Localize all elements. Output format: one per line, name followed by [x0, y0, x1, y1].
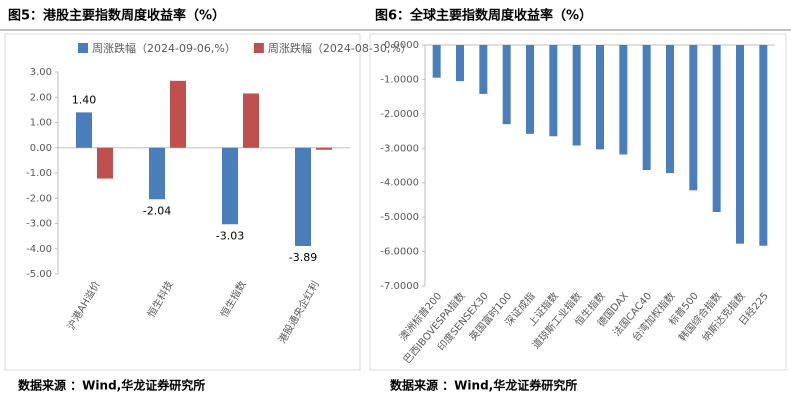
y-tick-label: 0.0000	[384, 40, 419, 51]
bar	[316, 147, 332, 150]
bar	[596, 45, 604, 150]
data-label: -3.03	[216, 229, 244, 242]
bar	[666, 45, 674, 174]
source: 数据来源 ：Wind,华龙证券研究所	[18, 378, 205, 393]
bar	[759, 45, 768, 246]
panel	[4, 33, 361, 371]
y-tick-label: -1.00	[26, 168, 52, 179]
y-tick-label: -1.0000	[380, 74, 419, 85]
x-tick-label: 恒生指数	[217, 279, 248, 320]
y-tick-label: -3.0000	[380, 143, 419, 154]
legend-swatch	[78, 43, 88, 53]
y-tick-label: 3.00	[30, 67, 52, 78]
x-tick-label: 恒生科技	[144, 279, 175, 320]
legend-swatch	[253, 43, 264, 53]
y-tick-label: -5.00	[26, 269, 52, 280]
y-tick-label: -7.0000	[380, 281, 419, 292]
bar	[243, 93, 259, 148]
x-tick-label: 港股通央企红利	[275, 279, 321, 346]
panel	[369, 33, 787, 371]
legend-label: 周涨跌幅（2024-08-30,%）	[268, 41, 412, 55]
y-tick-label: 0.00	[30, 143, 52, 154]
bar	[222, 147, 238, 225]
source: 数据来源 ：Wind,华龙证券研究所	[390, 378, 577, 393]
y-tick-label: -4.0000	[380, 178, 419, 189]
bar	[456, 45, 464, 82]
bar	[642, 45, 651, 170]
bar	[170, 80, 186, 148]
bar	[149, 147, 165, 200]
y-tick-label: -4.00	[26, 244, 52, 255]
data-label: -3.89	[289, 251, 317, 264]
y-tick-label: -6.0000	[380, 247, 419, 258]
x-tick-label: 沪港AH溢价	[64, 279, 102, 333]
y-tick-label: -2.00	[26, 193, 52, 204]
data-label: -2.04	[143, 204, 171, 217]
bar	[76, 112, 92, 148]
chart-title: 图6：全球主要指数周度收益率（%）	[375, 8, 592, 24]
bar	[619, 45, 628, 155]
y-tick-label: -5.0000	[380, 212, 419, 223]
bar	[572, 45, 581, 146]
bar	[736, 45, 744, 244]
bar	[432, 45, 441, 78]
bar	[712, 45, 721, 212]
y-tick-label: -3.00	[26, 219, 52, 230]
bar	[689, 45, 698, 191]
bar	[479, 45, 488, 94]
y-tick-label: 1.00	[30, 118, 52, 129]
legend-label: 周涨跌幅（2024-09-06,%）	[92, 41, 236, 55]
chart-title: 图5：港股主要指数周度收益率（%）	[8, 8, 225, 24]
bar	[295, 147, 311, 246]
bar	[97, 147, 113, 179]
data-label: 1.40	[72, 93, 97, 106]
y-tick-label: 2.00	[30, 92, 52, 103]
bar	[502, 45, 511, 125]
y-tick-label: -2.0000	[380, 109, 419, 120]
bar	[549, 45, 558, 137]
bar	[526, 45, 534, 134]
